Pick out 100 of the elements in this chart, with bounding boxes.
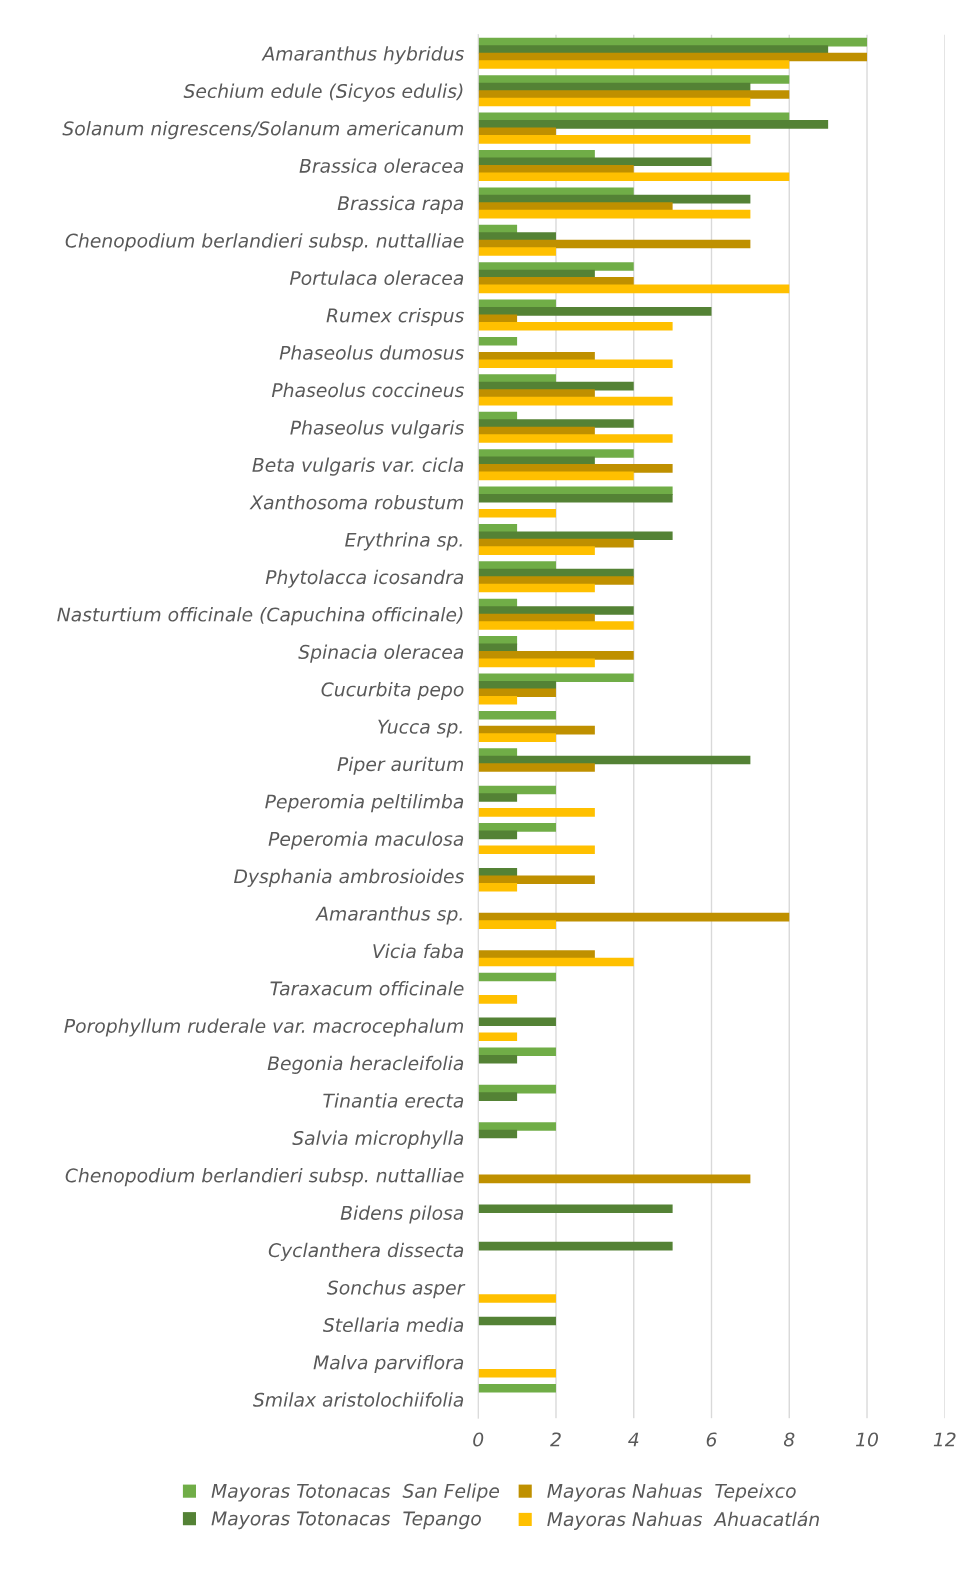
bar: [478, 464, 673, 473]
y-tick-label: Sechium edule (Sicyos edulis): [183, 83, 463, 102]
bar: [478, 688, 556, 698]
y-tick-label: Taraxacum officinale: [270, 981, 464, 996]
bar: [478, 1129, 518, 1139]
y-tick-label: Chenopodium berlandieri subsp. nuttalliae: [65, 233, 464, 252]
bar: [478, 359, 673, 368]
bar: [478, 651, 634, 660]
bar: [478, 1092, 518, 1101]
y-tick-label: Peperomia maculosa: [268, 831, 464, 850]
y-tick-label: Phaseolus dumosus: [279, 345, 464, 360]
bar: [478, 284, 790, 294]
bar: [478, 1122, 556, 1131]
y-tick-label: Portulaca oleracea: [289, 270, 464, 286]
y-tick-label: Spinacia oleracea: [298, 644, 464, 663]
y-tick-label: Salvia microphylla: [292, 1130, 464, 1149]
bar: [478, 120, 829, 129]
x-tick-label: 2: [550, 1432, 561, 1447]
bar: [478, 449, 634, 458]
bar: [478, 695, 518, 705]
bar: [478, 957, 634, 967]
bar: [478, 1017, 556, 1027]
x-tick-label: 8: [783, 1432, 795, 1447]
bar: [478, 60, 790, 69]
x-tick-label: 0: [473, 1432, 484, 1447]
legend-label: Mayoras Totonacas San Felipe: [211, 1483, 500, 1502]
bar: [478, 793, 518, 802]
bar: [478, 808, 595, 817]
bar: [478, 321, 673, 331]
bar: [478, 494, 673, 503]
y-tick-label: Chenopodium berlandieri subsp. nuttalliae: [65, 1168, 464, 1187]
y-tick-label: Brassica rapa: [337, 195, 464, 214]
bar: [478, 1241, 673, 1251]
bar: [478, 75, 790, 84]
bar: [478, 396, 673, 406]
bar: [478, 733, 556, 742]
bar: [478, 1174, 751, 1184]
y-tick-label: Xanthosoma robustum: [249, 494, 464, 510]
y-tick-label: Phaseolus vulgaris: [290, 420, 464, 439]
bar: [478, 1204, 673, 1214]
bar: [478, 471, 634, 481]
bar: [478, 1316, 556, 1326]
bar: [478, 875, 595, 885]
x-tick-label: 12: [933, 1432, 956, 1447]
bar: [478, 606, 634, 615]
bar: [478, 546, 595, 555]
bar: [478, 621, 634, 630]
y-tick-label: Begonia heracleifolia: [267, 1055, 464, 1074]
y-tick-label: Nasturtium officinale (Capuchina officinale): [57, 607, 463, 626]
bar: [478, 830, 518, 840]
y-tick-label: Erythrina sp.: [345, 532, 462, 551]
y-tick-label: Malva parviflora: [313, 1354, 464, 1374]
y-tick-label: Cucurbita pepo: [321, 681, 464, 701]
bar: [478, 247, 556, 256]
y-tick-label: Amaranthus sp.: [315, 906, 462, 925]
legend-label: Mayoras Nahuas Tepeixco: [547, 1483, 796, 1502]
bar: [478, 135, 751, 144]
y-tick-label: Beta vulgaris var. cicla: [252, 457, 464, 476]
bar: [478, 97, 751, 107]
y-tick-label: Amaranthus hybridus: [261, 46, 464, 65]
bar: [478, 209, 751, 219]
legend-label: Mayoras Totonacas Tepango: [211, 1511, 481, 1530]
bar: [478, 434, 673, 443]
y-tick-label: Vicia faba: [373, 943, 464, 959]
x-tick-label: 10: [856, 1432, 879, 1447]
bar: [478, 912, 790, 922]
bar: [478, 920, 556, 929]
bar: [478, 845, 595, 855]
y-tick-label: Piper auritum: [337, 756, 464, 775]
y-tick-label: Cyclanthera dissecta: [268, 1242, 464, 1261]
bar: [478, 1369, 556, 1378]
bar: [478, 419, 634, 428]
bar: [478, 972, 556, 982]
bar: [478, 583, 595, 593]
y-tick-label: Solanum nigrescens/Solanum americanum: [62, 120, 464, 140]
y-tick-label: Rumex crispus: [326, 307, 464, 327]
bar: [478, 1054, 518, 1064]
bar: [478, 1294, 556, 1303]
x-tick-label: 6: [706, 1432, 717, 1447]
y-tick-label: Phaseolus coccineus: [271, 382, 464, 398]
y-tick-label: Tinantia erecta: [323, 1093, 464, 1108]
y-tick-label: Bidens pilosa: [340, 1205, 464, 1224]
bar: [478, 508, 556, 518]
y-tick-label: Porophyllum ruderale var. macrocephalum: [64, 1018, 464, 1037]
bar: [478, 172, 790, 182]
bar: [478, 1032, 518, 1042]
bar: [478, 823, 556, 832]
bar: [478, 157, 712, 167]
y-tick-label: Phytolacca icosandra: [265, 569, 464, 588]
y-tick-label: Sonchus asper: [326, 1280, 466, 1299]
bar: [478, 710, 556, 720]
bar: [478, 995, 518, 1004]
y-tick-label: Brassica oleracea: [299, 158, 464, 173]
y-tick-label: Peperomia peltilimba: [265, 794, 464, 813]
bar: [478, 336, 518, 346]
bar: [478, 673, 634, 683]
bar: [478, 1383, 556, 1393]
bar: [478, 262, 634, 271]
y-tick-label: Stellaria media: [322, 1317, 464, 1333]
bar: [478, 576, 634, 585]
